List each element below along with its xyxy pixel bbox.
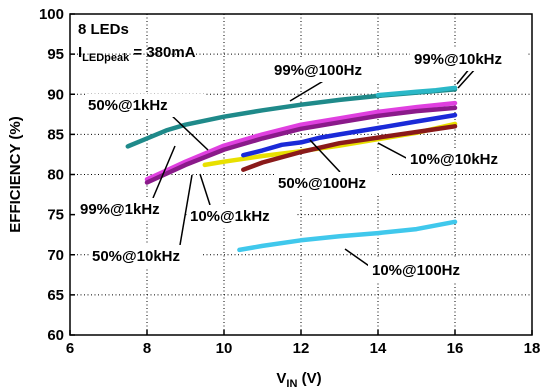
- annotation-leader: [179, 174, 193, 246]
- x-tick-label: 18: [524, 340, 541, 357]
- annotation-label: 99%@1kHz: [80, 201, 160, 218]
- annotation-leader: [289, 79, 326, 102]
- annotation-label: 10%@100Hz: [372, 262, 460, 279]
- annotation-label: 10%@1kHz: [190, 208, 270, 225]
- annotation-leader: [152, 145, 176, 199]
- info-led-count: 8 LEDs: [78, 21, 129, 38]
- y-tick-label: 95: [47, 46, 64, 63]
- annotation-bg: [85, 94, 205, 117]
- x-tick-label: 8: [143, 340, 151, 357]
- annotation-bg: [406, 148, 524, 171]
- x-tick-label: 16: [447, 340, 464, 357]
- info-led-peak: ILEDpeak = 380mA: [78, 44, 196, 64]
- x-tick-label: 12: [293, 340, 310, 357]
- y-tick-label: 70: [47, 247, 64, 264]
- series-line-5: [241, 112, 458, 158]
- annotation-bg: [89, 245, 201, 268]
- x-tick-label: 6: [66, 340, 74, 357]
- x-tick-label: 10: [216, 340, 233, 357]
- series-line-2: [144, 100, 458, 182]
- annotation-label: 50%@1kHz: [88, 97, 168, 114]
- annotation-label: 10%@10kHz: [410, 151, 498, 168]
- y-tick-label: 65: [47, 287, 64, 304]
- annotation-bg: [410, 48, 528, 71]
- annotation-label: 99%@10kHz: [414, 51, 502, 68]
- annotation-bg: [275, 172, 391, 195]
- annotation-leader: [344, 248, 373, 269]
- series-line-1: [375, 85, 458, 98]
- annotation-bg: [77, 198, 185, 221]
- annotation-label: 50%@100Hz: [278, 175, 366, 192]
- annotation-label: 50%@10kHz: [92, 248, 180, 265]
- annotation-bg: [187, 205, 295, 228]
- y-tick-label: 80: [47, 167, 64, 184]
- annotation-leader: [169, 113, 209, 151]
- x-tick-label: 14: [370, 340, 387, 357]
- annotation-leader: [309, 139, 341, 173]
- y-tick-label: 90: [47, 86, 64, 103]
- annotation-leader: [199, 173, 211, 206]
- annotation-label: 99%@100Hz: [274, 62, 362, 79]
- y-tick-label: 85: [47, 126, 64, 143]
- y-tick-label: 100: [39, 6, 64, 23]
- annotation-leader: [377, 142, 411, 161]
- annotation-bg: [271, 59, 391, 82]
- series-line-7: [237, 219, 458, 253]
- y-tick-label: 75: [47, 207, 64, 224]
- y-axis-title: EFFICIENCY (%): [7, 116, 24, 232]
- annotation-bg: [368, 259, 488, 282]
- series-line-3: [144, 105, 458, 185]
- x-axis-title: VIN (V): [276, 370, 321, 389]
- y-tick-label: 60: [47, 327, 64, 344]
- series-line-6: [241, 124, 458, 172]
- annotation-leader: [457, 67, 477, 89]
